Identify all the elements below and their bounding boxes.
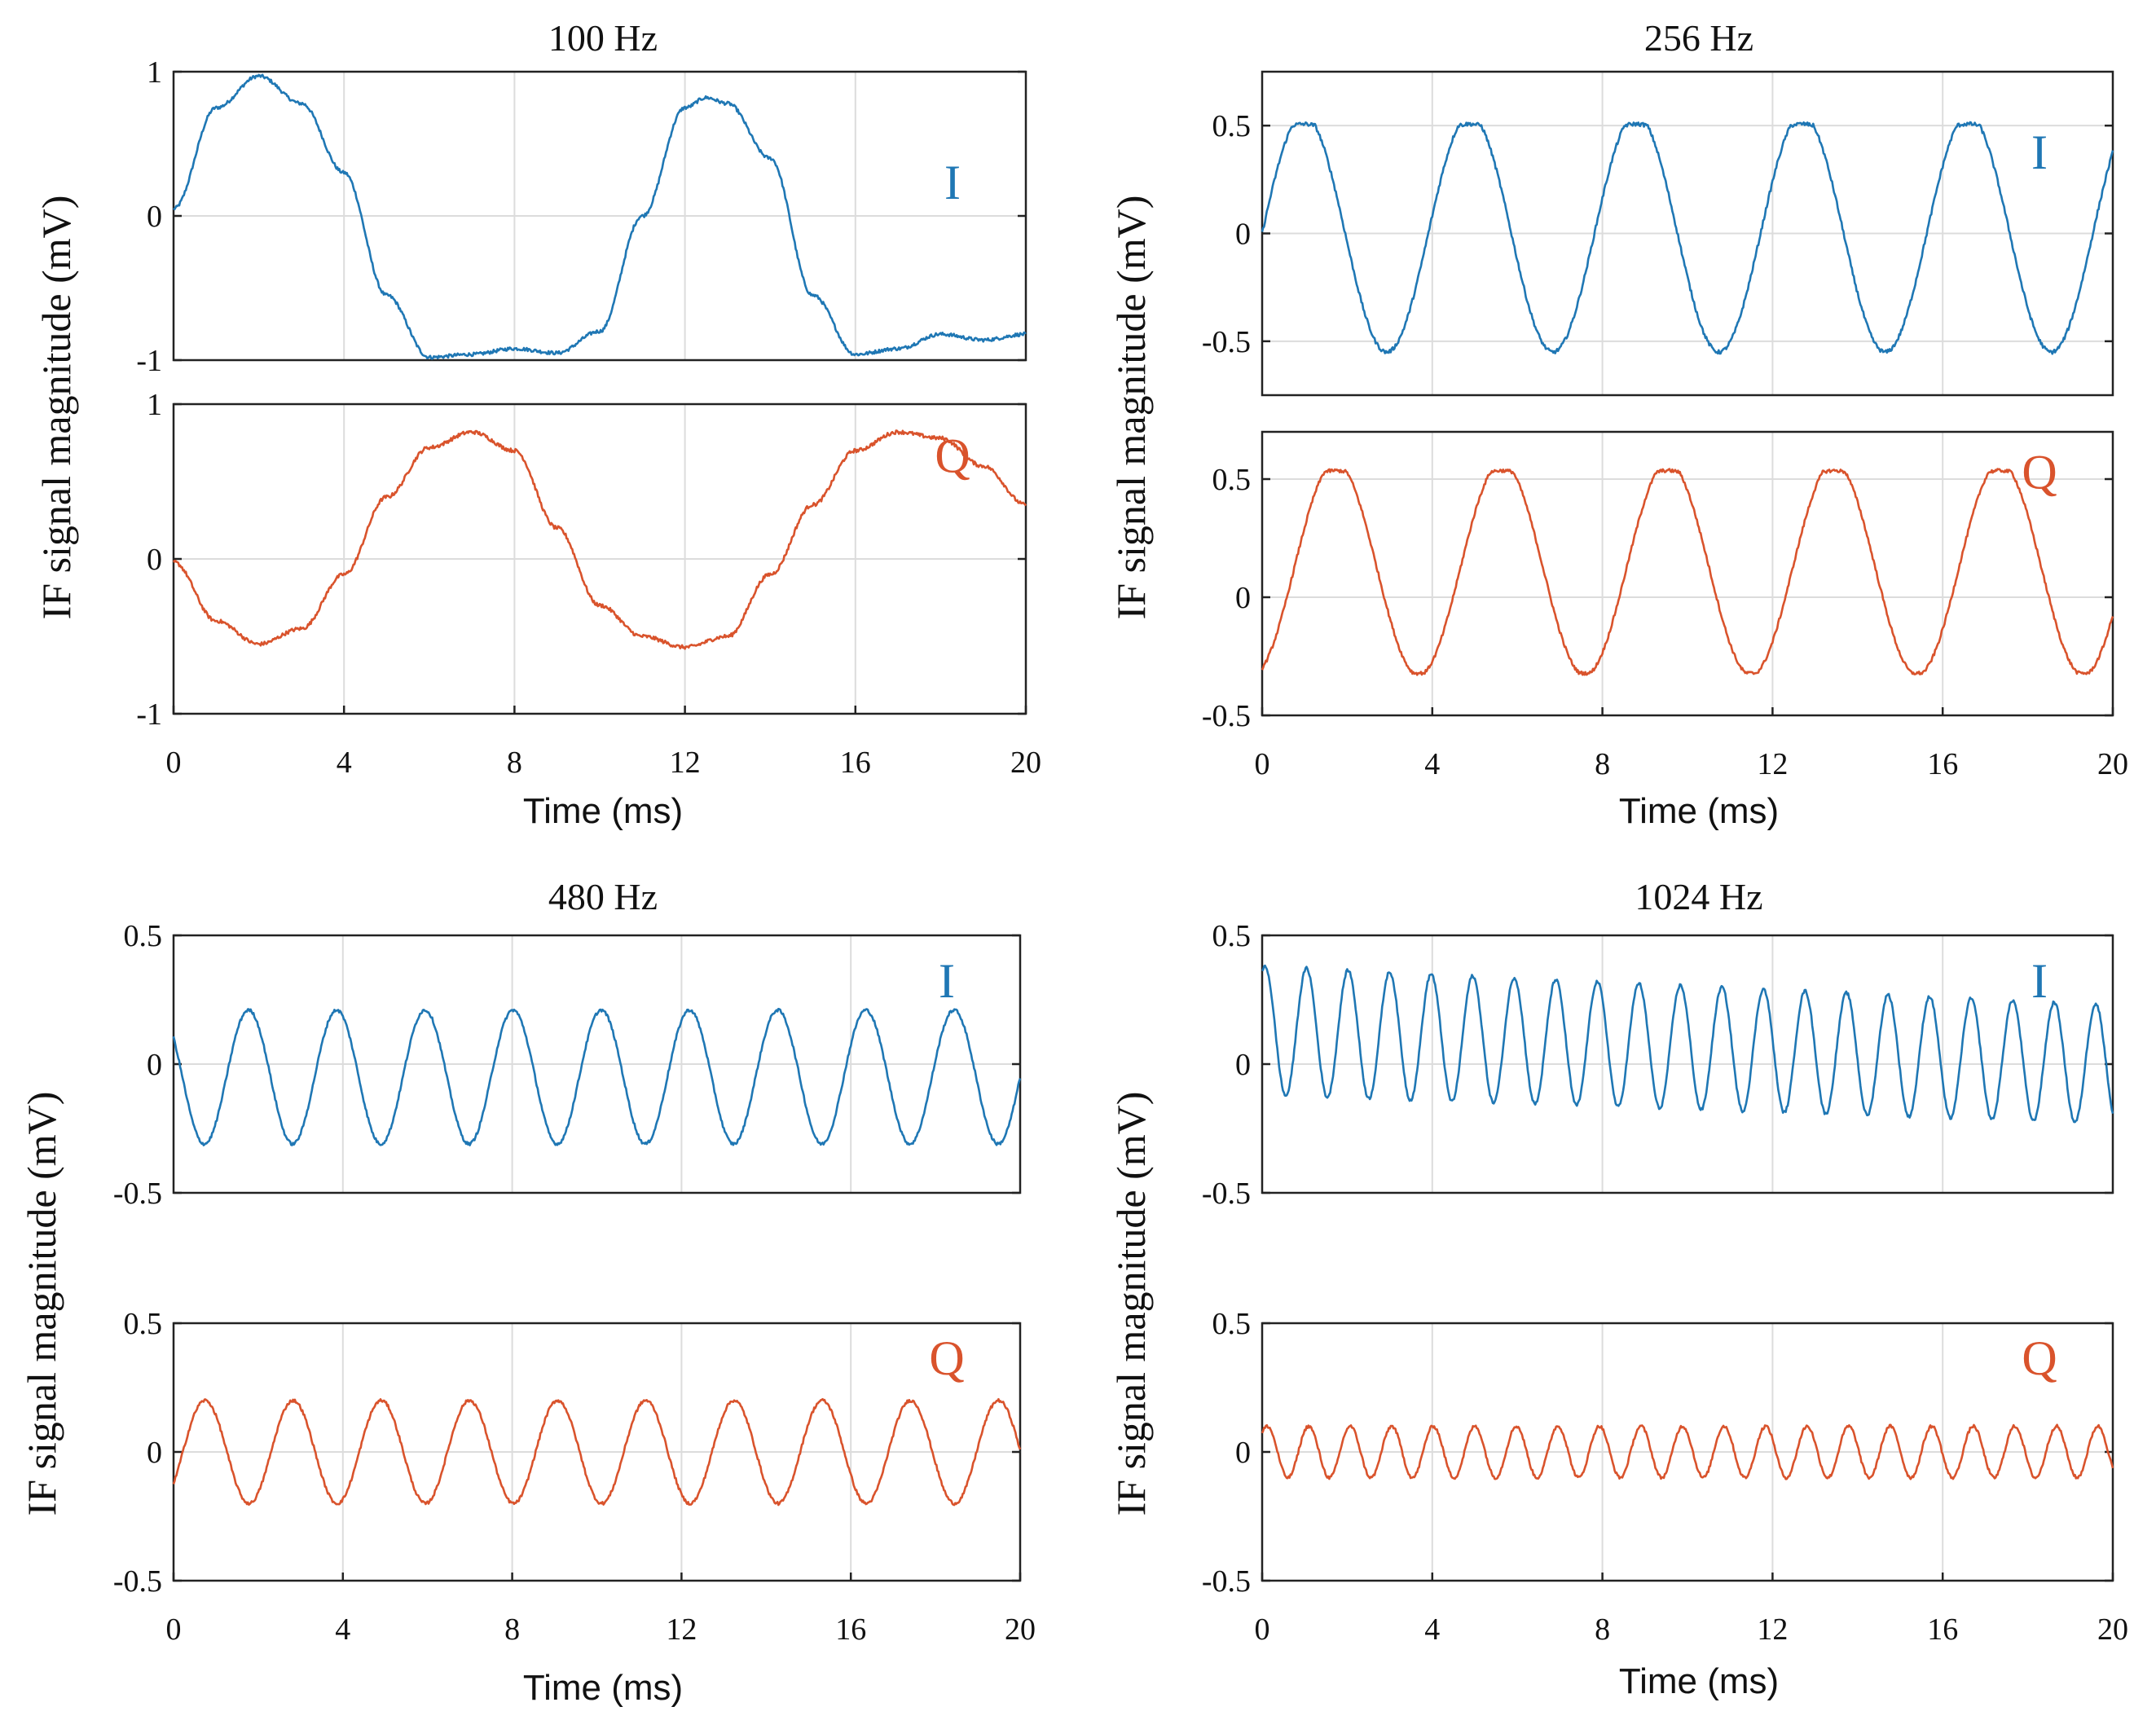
subplot-bottom: -0.5 0.5 0 0 4 8 12 16 20 Q xyxy=(1202,1307,2128,1647)
subplot-top: -0.5 0 0.5 I xyxy=(1202,919,2114,1211)
x-tick-label: 0 xyxy=(166,1612,182,1647)
panel-480hz: 480 Hz IF signal magnitude (mV) Time (ms… xyxy=(19,876,1036,1708)
x-tick-label: 12 xyxy=(1757,1612,1788,1647)
panel-title: 256 Hz xyxy=(1644,17,1753,59)
y-tick-label: 0.5 xyxy=(1212,109,1252,143)
y-tick-label: 0 xyxy=(1235,1436,1251,1470)
series-label-Q: Q xyxy=(929,1331,964,1385)
y-tick-label: 0.5 xyxy=(124,1307,163,1341)
series-line-Q xyxy=(172,429,1027,650)
series-line-I xyxy=(1261,964,2114,1124)
series-label-Q: Q xyxy=(2022,446,2057,499)
x-tick-label: 16 xyxy=(840,746,871,780)
x-tick-label: 12 xyxy=(670,746,701,780)
panel-title: 100 Hz xyxy=(548,17,658,59)
series-line-Q xyxy=(1261,468,2114,676)
x-tick-label: 4 xyxy=(1424,747,1440,781)
y-axis-label: IF signal magnitude (mV) xyxy=(1108,1092,1154,1516)
x-tick-label: 8 xyxy=(504,1612,520,1647)
y-tick-label: -1 xyxy=(136,344,162,378)
panel-100hz: 100 Hz IF signal magnitude (mV) Time (ms… xyxy=(33,17,1041,831)
series-label-I: I xyxy=(944,156,961,209)
y-tick-label: -0.5 xyxy=(1202,1177,1251,1211)
series-label-Q: Q xyxy=(935,429,970,483)
subplot-bottom: -0.5 0.5 0 0 4 8 12 16 20 Q xyxy=(113,1307,1036,1647)
y-tick-label: 1 xyxy=(147,55,162,90)
x-tick-label: 8 xyxy=(507,746,522,780)
y-tick-label: -1 xyxy=(136,697,162,732)
y-tick-label: -0.5 xyxy=(1202,325,1251,359)
subplot-top: -0.5 0 0.5 I xyxy=(113,919,1022,1211)
x-tick-label: 16 xyxy=(1927,1612,1958,1647)
y-tick-label: 0 xyxy=(1235,1048,1251,1082)
x-tick-label: 12 xyxy=(1757,747,1788,781)
y-axis-label: IF signal magnitude (mV) xyxy=(19,1092,64,1516)
x-tick-label: 0 xyxy=(166,746,182,780)
panel-title: 480 Hz xyxy=(548,876,658,917)
y-tick-label: 0 xyxy=(147,1048,162,1082)
y-tick-label: 0 xyxy=(147,1436,162,1470)
panel-1024hz: 1024 Hz IF signal magnitude (mV) Time (m… xyxy=(1108,876,2128,1701)
series-line-Q xyxy=(172,1397,1022,1507)
y-tick-label: -0.5 xyxy=(1202,699,1251,733)
axes-frame xyxy=(1261,430,2114,717)
series-label-Q: Q xyxy=(2022,1331,2057,1385)
y-tick-label: 0 xyxy=(147,200,162,234)
x-axis-label: Time (ms) xyxy=(523,791,683,831)
x-tick-label: 20 xyxy=(1005,1612,1036,1647)
x-tick-label: 16 xyxy=(1927,747,1958,781)
series-line-I xyxy=(1261,121,2114,355)
x-tick-label: 20 xyxy=(2097,747,2128,781)
x-tick-label: 0 xyxy=(1255,747,1270,781)
panel-title: 1024 Hz xyxy=(1635,876,1762,917)
x-axis-label: Time (ms) xyxy=(523,1668,683,1708)
x-tick-label: 20 xyxy=(1010,746,1041,780)
x-tick-label: 0 xyxy=(1255,1612,1270,1647)
y-tick-label: -0.5 xyxy=(1202,1564,1251,1599)
y-tick-label: -0.5 xyxy=(113,1564,162,1599)
series-label-I: I xyxy=(939,954,955,1008)
panel-256hz: 256 Hz IF signal magnitude (mV) Time (ms… xyxy=(1108,17,2128,831)
subplot-top: -1 0 1 I xyxy=(136,55,1027,378)
y-tick-label: -0.5 xyxy=(113,1177,162,1211)
x-tick-label: 16 xyxy=(835,1612,866,1647)
y-axis-label: IF signal magnitude (mV) xyxy=(1108,196,1154,620)
x-tick-label: 12 xyxy=(666,1612,697,1647)
y-tick-label: 0.5 xyxy=(1212,463,1252,497)
y-tick-label: 0 xyxy=(1235,218,1251,252)
series-line-I xyxy=(173,73,1027,360)
x-tick-label: 8 xyxy=(1595,747,1610,781)
y-tick-label: 0 xyxy=(147,543,162,577)
x-axis-label: Time (ms) xyxy=(1619,1661,1779,1701)
subplot-top: -0.5 0 0.5 I xyxy=(1202,70,2114,397)
y-axis-label: IF signal magnitude (mV) xyxy=(33,196,79,620)
x-tick-label: 4 xyxy=(335,1612,350,1647)
x-tick-label: 4 xyxy=(337,746,352,780)
series-line-I xyxy=(172,1007,1022,1146)
y-tick-label: 0.5 xyxy=(1212,1307,1252,1341)
series-label-I: I xyxy=(2031,954,2048,1008)
x-tick-label: 4 xyxy=(1424,1612,1440,1647)
y-tick-label: 0 xyxy=(1235,581,1251,615)
subplot-bottom: -0.500.50 4 8 12 16 20Q xyxy=(1202,430,2128,781)
series-label-I: I xyxy=(2031,125,2048,179)
y-tick-label: 0.5 xyxy=(124,919,163,953)
series-line-Q xyxy=(1261,1423,2114,1480)
y-tick-label: 1 xyxy=(147,388,162,422)
x-tick-label: 20 xyxy=(2097,1612,2128,1647)
y-tick-label: 0.5 xyxy=(1212,919,1252,953)
x-axis-label: Time (ms) xyxy=(1619,791,1779,831)
x-tick-label: 8 xyxy=(1595,1612,1610,1647)
